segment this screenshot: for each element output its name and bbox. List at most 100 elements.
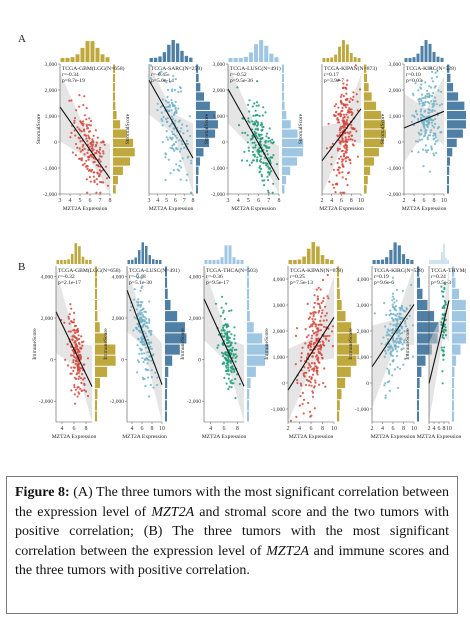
data-point [315,288,318,291]
histogram-bar-y [113,185,116,194]
data-point [223,376,226,379]
data-point [241,159,244,162]
y-axis-label: ImmuneScore [348,328,354,360]
data-point [307,344,310,348]
data-point [136,344,139,347]
data-point [311,329,314,333]
histogram-bar-y [417,311,435,322]
data-point [226,323,229,326]
data-point [440,285,443,288]
data-point [267,157,270,160]
data-point [225,370,228,373]
data-point [394,324,397,327]
data-point [319,315,323,318]
data-point [321,278,325,282]
data-point [345,178,348,181]
x-axis-label: MZT2A Expression [402,206,447,212]
data-point [341,171,344,174]
data-point [230,371,233,374]
data-point [230,386,233,389]
data-point [263,156,266,159]
data-point [352,91,355,94]
data-point [225,359,228,362]
x-tick-label: 10 [441,198,447,204]
data-point [140,277,143,280]
histogram-bar-y [165,411,168,422]
data-point [390,350,393,353]
data-point [394,344,397,347]
data-point [417,140,420,143]
data-point [399,307,403,310]
data-point [179,86,182,90]
x-tick-label: 3 [59,198,62,204]
data-point [102,150,105,153]
data-point [69,303,72,306]
confidence-band [149,64,193,193]
data-point [300,352,303,355]
data-point [348,101,351,104]
data-point [77,369,80,372]
histogram-bar-y [417,266,420,277]
data-point [302,372,305,375]
data-point [384,396,387,399]
data-point [229,380,232,383]
data-point [404,322,407,325]
correlation-r: r=0.17 [324,72,339,78]
y-axis-label: ImmuneScore [264,328,270,360]
y-tick-label: 4,000 [112,274,125,280]
data-point [174,100,177,103]
data-point [73,383,76,387]
data-point [259,155,263,158]
histogram-bar-x [320,255,325,264]
data-point [391,331,394,334]
data-point [224,351,227,354]
data-point [348,111,351,114]
data-point [98,155,101,158]
histogram-bar-x [155,259,158,264]
data-point [95,178,98,181]
data-point [320,301,323,304]
data-point [384,325,387,328]
data-point [304,342,307,345]
x-tick-label: 8 [85,426,88,432]
data-point [73,121,76,124]
data-point [81,148,84,152]
histogram-bar-y [452,377,455,389]
data-point [397,345,400,348]
data-point [96,171,99,174]
data-point [174,140,177,144]
x-tick-label: 6 [141,426,144,432]
data-point [67,315,70,318]
histogram-bar-y [417,411,420,422]
data-point [387,349,390,352]
data-point [254,134,257,137]
data-point [216,346,219,349]
histogram-bar-x [288,259,293,264]
histogram-bar-y [95,311,98,322]
data-point [161,141,164,144]
data-point [430,77,434,80]
data-point [230,309,233,312]
data-point [83,377,86,380]
data-point [299,382,302,385]
data-point [275,163,279,166]
data-point [272,154,275,157]
histogram-bar-x [254,44,259,62]
data-point [299,395,302,398]
data-point [434,136,437,139]
x-tick-label: 4 [209,426,212,432]
x-tick-label: 6 [89,198,92,204]
data-point [419,113,422,116]
data-point [434,117,437,120]
y-tick-label: -1,000 [355,407,369,413]
histogram-bar-x [447,259,449,264]
data-point [431,119,435,122]
data-point [244,131,247,134]
data-point [156,383,159,387]
histogram-bar-x [158,56,162,62]
data-point [319,343,322,347]
data-point [190,191,193,194]
data-point [72,329,75,332]
p-value: p=0.03 [406,78,422,84]
data-point [132,329,135,332]
